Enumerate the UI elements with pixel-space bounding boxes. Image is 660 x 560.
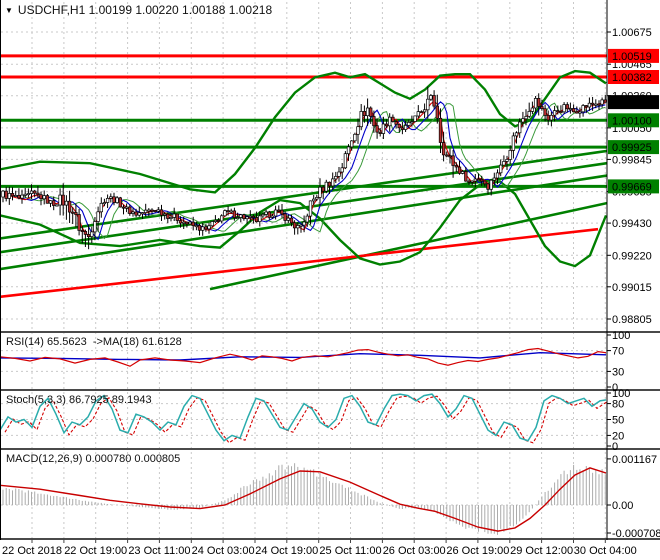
macd-panel[interactable] xyxy=(0,463,607,535)
rsi-axis-label: 0 xyxy=(612,382,618,394)
time-axis-label: 24 Oct 03:00 xyxy=(192,545,255,557)
time-axis-label: 24 Oct 19:00 xyxy=(255,545,318,557)
price-badge-label: 1.00218 xyxy=(612,97,652,109)
macd-axis-label: 0.001167 xyxy=(612,454,657,466)
stoch-axis-label: 0 xyxy=(612,441,618,453)
rsi-axis-label: 70 xyxy=(612,346,624,358)
price-axis-label: 0.99220 xyxy=(612,250,652,262)
time-axis-label: 23 Oct 11:00 xyxy=(128,545,190,557)
time-axis-label: 29 Oct 12:00 xyxy=(510,545,573,557)
price-axis-label: 0.99845 xyxy=(612,154,652,166)
stoch-axis-label: 20 xyxy=(612,430,624,442)
bollinger-bands xyxy=(1,69,607,268)
panel-separators[interactable] xyxy=(0,331,660,540)
time-axis-label: 26 Oct 03:00 xyxy=(383,545,446,557)
price-badge-label: 1.00382 xyxy=(612,72,652,84)
chart-title: ▼ USDCHF,H1 1.00199 1.00220 1.00188 1.002… xyxy=(5,3,272,17)
price-level-badge xyxy=(608,113,659,128)
price-level-badge xyxy=(608,48,659,63)
stoch-indicator-label: Stoch(5,3,3) 86.7925 89.1943 xyxy=(6,394,152,406)
main-price-panel[interactable] xyxy=(0,54,607,298)
price-level-badge xyxy=(608,95,659,110)
resistance-lines xyxy=(1,54,607,79)
price-axis-label: 1.00675 xyxy=(612,27,652,39)
price-axis[interactable]: 1.006751.004651.002601.000500.998450.996… xyxy=(607,27,660,540)
macd-axis-label: 0.00 xyxy=(612,500,633,512)
macd-indicator-label: MACD(12,26,9) 0.000780 0.000805 xyxy=(6,453,181,465)
symbol-dropdown-icon[interactable]: ▼ xyxy=(5,6,13,15)
time-axis-label: 22 Oct 19:00 xyxy=(64,545,127,557)
rsi-axis-label: 30 xyxy=(612,366,624,378)
price-badge-label: 0.99669 xyxy=(612,181,652,193)
time-axis-label: 30 Oct 04:00 xyxy=(574,545,637,557)
rsi-indicator-label: RSI(14) 65.5623 ->MA(18) 61.6128 xyxy=(6,336,182,348)
price-axis-label: 0.99015 xyxy=(612,282,652,294)
price-level-badge xyxy=(608,70,659,84)
stoch-axis-label: 80 xyxy=(612,399,624,411)
stoch-axis-label: 50 xyxy=(612,415,624,427)
price-axis-label: 0.99430 xyxy=(612,218,652,230)
time-axis-label: 26 Oct 19:00 xyxy=(446,545,509,557)
stoch-panel[interactable] xyxy=(0,393,608,444)
candles xyxy=(1,86,607,250)
rsi-axis-label: 100 xyxy=(612,330,630,342)
symbol-timeframe-label: USDCHF,H1 xyxy=(17,3,86,17)
price-badge-label: 1.00519 xyxy=(612,51,652,63)
macd-signal-line xyxy=(0,467,607,532)
time-axis-label: 22 Oct 2018 xyxy=(2,545,62,557)
macd-histogram xyxy=(2,463,606,535)
price-level-badge xyxy=(608,140,659,155)
price-axis-label: 0.98805 xyxy=(612,314,652,326)
rsi-panel[interactable] xyxy=(0,347,607,367)
macd-axis-label: -0.000708 xyxy=(612,528,660,540)
price-badge-label: 0.99925 xyxy=(612,142,652,154)
time-axis[interactable]: 22 Oct 2018 22 Oct 19:00 23 Oct 11:00 24 Oc… xyxy=(2,538,637,557)
time-axis-label: 25 Oct 11:00 xyxy=(319,545,381,557)
price-level-badge xyxy=(608,179,659,194)
price-badge-label: 1.00100 xyxy=(612,115,652,127)
stoch-axis-label: 100 xyxy=(612,388,630,400)
ohlc-quote: 1.00199 1.00220 1.00188 1.00218 xyxy=(88,3,273,17)
